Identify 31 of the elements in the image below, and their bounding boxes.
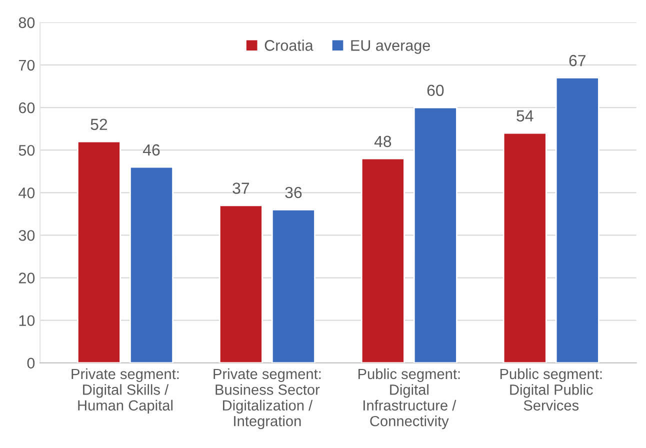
x-tick-label: Public segment: Digital Infrastructure / Connectivity [358,368,460,430]
y-tick-label: 10 [19,315,35,326]
data-label: 36 [285,186,302,198]
data-label: 52 [90,118,108,130]
x-tick-label: Private segment: Digital Skills / Human Capital [72,368,179,414]
data-label: 67 [569,54,586,66]
y-tick-label: 70 [18,60,35,71]
bar [360,158,405,363]
y-tick-label: 40 [18,188,35,198]
x-tick-label: Private segment: Business Sector Digitalization / Integration [214,368,321,430]
x-tick-label: Public segment: Digital Public Services [500,368,602,411]
bar [76,140,121,363]
y-tick-label: 20 [18,272,35,284]
data-label: 60 [427,84,444,96]
legend-label: EU average [351,40,430,54]
y-tick-label: 50 [18,144,35,156]
data-label: 46 [142,144,160,156]
data-label: 54 [516,110,534,122]
bar [218,204,263,363]
bar [555,77,600,363]
y-tick-label: 30 [18,230,35,241]
bar [130,166,174,363]
bar [502,132,547,363]
y-tick-label: 60 [18,102,35,114]
bar [413,106,458,363]
bar [271,208,316,363]
data-label: 37 [232,182,250,194]
legend-label: Croatia [264,40,314,51]
y-tick-label: 0 [27,358,35,369]
y-tick-label: 80 [18,17,35,28]
data-label: 48 [374,136,392,148]
